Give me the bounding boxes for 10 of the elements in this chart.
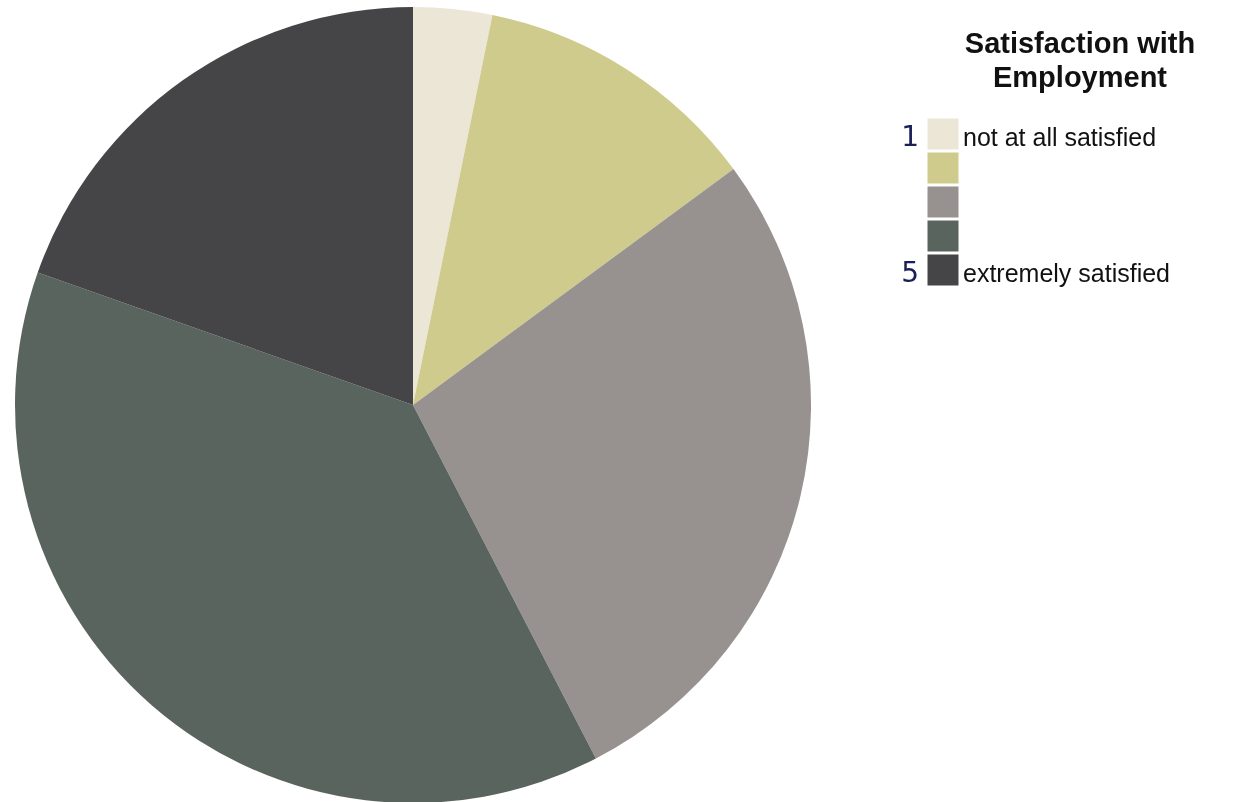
pie-slice: [413, 7, 493, 405]
text: 1: [901, 120, 919, 153]
legend-label: not at all satisfied: [963, 123, 1157, 151]
pie-slice: [413, 15, 734, 405]
text: 5: [901, 256, 919, 289]
pie-slice: [15, 272, 596, 802]
pie-slice: [413, 169, 811, 759]
pie-slice: [37, 7, 413, 405]
legend-label: extremely satisfied: [963, 259, 1171, 287]
legend-title: Satisfaction with Employment: [964, 27, 1196, 93]
